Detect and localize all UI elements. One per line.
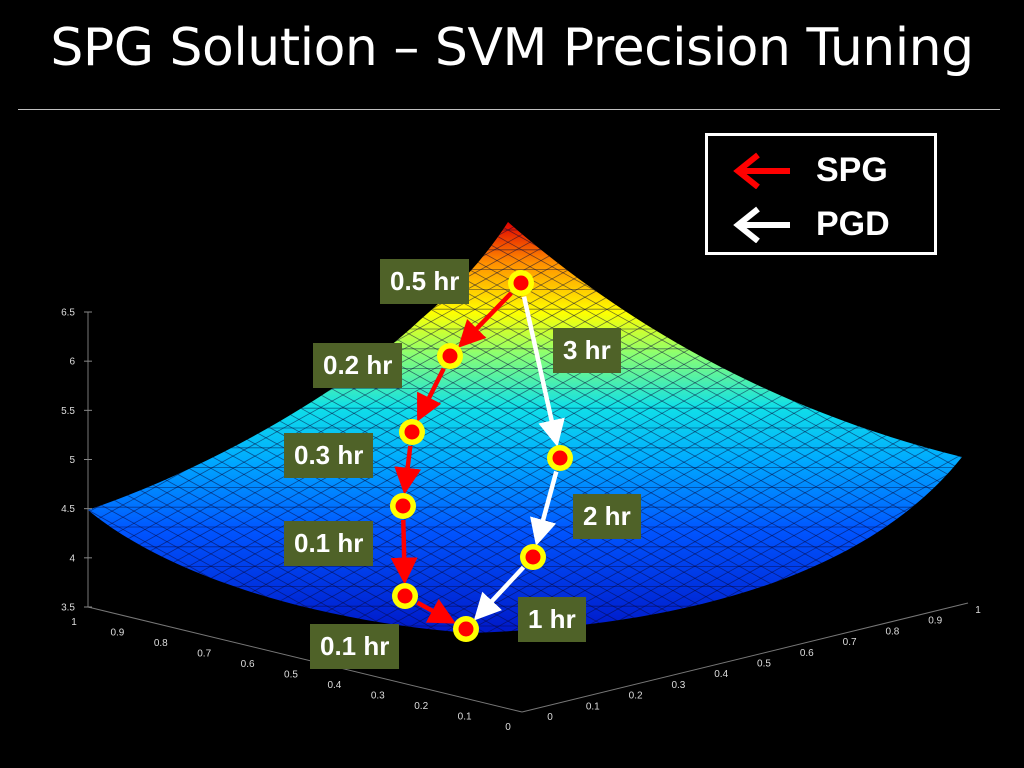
pgd-step-arrow [530, 470, 559, 547]
legend-item-pgd: PGD [708, 198, 934, 248]
x-tick-label: 0.4 [327, 680, 341, 691]
x-tick-label: 0.8 [154, 638, 168, 649]
trajectory-points [390, 270, 573, 642]
x-tick-label: 0.7 [197, 649, 211, 660]
x-tick-label: 0.5 [284, 670, 298, 681]
y-tick-label: 0 [547, 712, 553, 723]
iterate-point [458, 621, 474, 637]
left-arrow-icon [733, 152, 790, 189]
legend-label-pgd: PGD [816, 205, 890, 243]
x-tick-label: 0 [505, 722, 511, 733]
x-tick-label: 0.6 [241, 659, 255, 670]
legend-item-spg: SPG [708, 144, 934, 194]
y-tick-label: 0.6 [800, 648, 814, 659]
title-divider [18, 109, 1000, 110]
pgd-step-label: 3 hr [553, 328, 621, 373]
iterate-point [525, 549, 541, 565]
z-tick-label: 4 [69, 553, 75, 564]
iterate-point [442, 348, 458, 364]
pgd-step-label: 2 hr [573, 494, 641, 539]
spg-step-arrow [394, 445, 422, 495]
spg-step-label: 0.5 hr [380, 259, 470, 304]
z-tick-label: 5 [69, 455, 75, 466]
iterate-point [397, 588, 413, 604]
y-tick-label: 0.1 [586, 701, 600, 712]
y-tick-label: 0.9 [928, 616, 942, 627]
z-axis-ticks: 3.5 4 4.5 5 5.5 6 6.5 [61, 308, 92, 614]
spg-step-label: 0.1 hr [284, 521, 374, 566]
z-tick-label: 6 [69, 357, 75, 368]
iterate-point [395, 498, 411, 514]
x-tick-label: 0.3 [371, 691, 385, 702]
slide-title: SPG Solution – SVM Precision Tuning [50, 18, 974, 78]
left-arrow-icon [733, 206, 790, 243]
spg-step-arrow [390, 519, 418, 585]
iterate-point [513, 275, 529, 291]
pgd-step-label: 1 hr [518, 597, 586, 642]
spg-step-label: 0.3 hr [284, 433, 374, 478]
y-tick-label: 0.8 [885, 626, 899, 637]
legend-label-spg: SPG [816, 151, 888, 189]
y-tick-label: 0.3 [671, 680, 685, 691]
z-tick-label: 6.5 [61, 308, 75, 319]
spg-trajectory [390, 291, 513, 624]
spg-step-label: 0.1 hr [310, 624, 400, 669]
pgd-step-arrow [521, 296, 565, 447]
right-axis-ticks: 0 0.1 0.2 0.3 0.4 0.5 0.6 0.7 0.8 0.9 1 [547, 605, 981, 723]
z-tick-label: 5.5 [61, 406, 75, 417]
y-tick-label: 1 [975, 605, 981, 616]
spg-step-label: 0.2 hr [313, 343, 403, 388]
iterate-point [404, 424, 420, 440]
x-tick-label: 1 [71, 617, 77, 628]
left-axis-ticks: 0 0.1 0.2 0.3 0.4 0.5 0.6 0.7 0.8 0.9 1 [71, 617, 511, 733]
spg-step-arrow [457, 291, 513, 348]
iterate-point [552, 450, 568, 466]
y-tick-label: 0.5 [757, 659, 771, 670]
y-tick-label: 0.4 [714, 669, 728, 680]
z-tick-label: 3.5 [61, 603, 75, 614]
x-tick-label: 0.2 [414, 701, 428, 712]
y-tick-label: 0.2 [629, 691, 643, 702]
x-tick-label: 0.9 [110, 628, 124, 639]
legend: SPG PGD [705, 133, 937, 255]
pgd-trajectory [473, 296, 565, 621]
spg-step-arrow [417, 367, 446, 422]
x-tick-label: 0.1 [458, 712, 472, 723]
y-tick-label: 0.7 [843, 637, 857, 648]
pgd-step-arrow [473, 565, 526, 621]
z-tick-label: 4.5 [61, 504, 75, 515]
spg-step-arrow [416, 598, 456, 624]
